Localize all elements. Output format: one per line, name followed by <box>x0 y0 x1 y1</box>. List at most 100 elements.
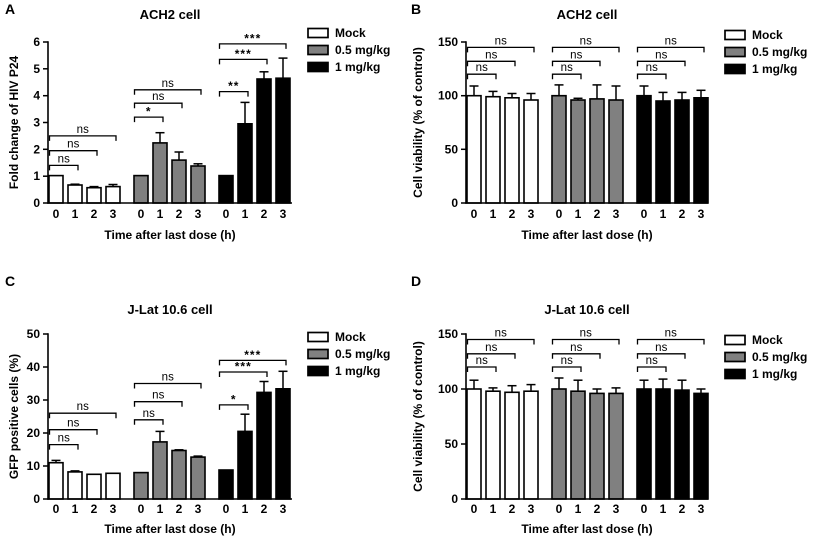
bar <box>48 461 64 500</box>
legend-swatch <box>307 61 329 73</box>
bar <box>67 184 83 204</box>
sig-label: ns <box>655 342 667 354</box>
bar <box>693 392 709 500</box>
x-axis-title: Time after last dose (h) <box>521 522 652 536</box>
sig-label: *** <box>244 348 261 362</box>
bar <box>551 388 567 500</box>
sig-label: ns <box>67 139 79 151</box>
sig-bracket <box>636 338 705 345</box>
x-tick-label: 1 <box>157 502 164 516</box>
legend-swatch <box>307 365 329 377</box>
x-axis-title: Time after last dose (h) <box>521 228 652 242</box>
x-tick-label: 1 <box>72 502 79 516</box>
y-tick-label: 0 <box>451 196 458 210</box>
y-tick-label: 100 <box>438 89 458 103</box>
sig-bracket <box>48 412 117 419</box>
sig-label: ns <box>162 78 174 90</box>
legend-swatch <box>307 331 329 343</box>
bar <box>190 165 206 204</box>
y-axis-title: Cell viability (% of control) <box>411 47 425 198</box>
x-tick-label: 1 <box>242 207 249 221</box>
y-axis-title: Cell viability (% of control) <box>411 341 425 492</box>
bar <box>636 388 652 500</box>
panel-d-chart: 0 1 2 3 0 1 2 3 0 1 2 3nsnsnsnsnsnsnsnsns050100150J… <box>411 302 807 536</box>
chart-title: J-Lat 10.6 cell <box>127 302 212 317</box>
sig-label: *** <box>244 31 261 45</box>
sig-label: ns <box>646 62 658 74</box>
x-tick-label: 3 <box>195 502 202 516</box>
legend-label: 0.5 mg/kg <box>752 45 807 59</box>
bar <box>218 469 234 500</box>
x-tick-label: 3 <box>613 502 620 516</box>
x-tick-label: 1 <box>157 207 164 221</box>
bar <box>523 390 539 500</box>
bar <box>551 94 567 204</box>
y-tick-label: 5 <box>33 62 40 76</box>
sig-label: ns <box>77 124 89 136</box>
sig-label: ns <box>495 328 507 340</box>
x-tick-label: 0 <box>641 502 648 516</box>
panel-c-chart: 0 1 2 3 0 1 2 3 0 1 2 3nsnsnsnsnsns*******010203040… <box>7 302 390 536</box>
y-tick-label: 50 <box>27 327 41 341</box>
x-tick-label: 2 <box>176 207 183 221</box>
bar <box>608 392 624 500</box>
sig-bracket <box>133 102 183 109</box>
sig-bracket <box>218 58 268 65</box>
legend-swatch <box>724 46 746 58</box>
x-tick-label: 1 <box>575 502 582 516</box>
panel-c: C 0 1 2 3 0 1 2 3 0 1 2 3 ns ns ns ns ns ns * *** *** 0 10 20 30… <box>0 272 407 544</box>
sig-bracket <box>218 43 287 49</box>
y-tick-label: 10 <box>27 459 41 473</box>
sig-label: ns <box>570 49 582 61</box>
y-tick-label: 2 <box>33 142 40 156</box>
sig-label: ns <box>561 62 573 74</box>
panel-b: B 0 1 2 3 0 1 2 3 0 1 2 3 ns ns ns ns ns ns ns ns ns 0 50 100 15… <box>406 0 813 272</box>
y-axis-title: GFP positive cells (%) <box>7 354 21 479</box>
chart-title: ACH2 cell <box>140 7 201 22</box>
y-tick-label: 100 <box>438 382 458 396</box>
y-tick-label: 0 <box>33 492 40 506</box>
y-tick-label: 150 <box>438 327 458 341</box>
sig-bracket <box>133 419 164 425</box>
sig-bracket <box>466 353 516 359</box>
x-tick-label: 2 <box>594 207 601 221</box>
bar <box>589 98 605 204</box>
sig-bracket <box>551 73 582 80</box>
bar <box>237 430 253 500</box>
sig-bracket <box>551 60 601 67</box>
sig-label: ns <box>77 401 89 413</box>
panel-a: A 0 1 2 3 0 1 2 3 0 1 2 3 ns ns ns * ns ns ** *** *** 0 1 2 3 4 5 6… <box>0 0 407 272</box>
x-tick-label: 2 <box>509 207 516 221</box>
sig-label: ns <box>665 35 677 47</box>
x-tick-label: 1 <box>575 207 582 221</box>
sig-label: ns <box>665 328 677 340</box>
panel-a-letter: A <box>5 1 16 17</box>
bar <box>275 388 291 500</box>
sig-label: ns <box>58 153 70 165</box>
x-tick-label: 0 <box>641 207 648 221</box>
y-tick-label: 150 <box>438 35 458 49</box>
sig-bracket <box>466 46 535 53</box>
bar <box>636 94 652 204</box>
y-tick-label: 20 <box>27 426 41 440</box>
bar <box>655 100 671 204</box>
legend-label: 0.5 mg/kg <box>752 350 807 364</box>
bar <box>504 391 520 500</box>
y-tick-label: 50 <box>445 437 459 451</box>
sig-bracket <box>218 359 287 366</box>
bar <box>67 471 83 500</box>
x-tick-label: 3 <box>110 502 117 516</box>
legend-label: Mock <box>335 330 366 344</box>
legend-label: Mock <box>752 28 783 42</box>
sig-label: * <box>231 392 237 406</box>
sig-bracket <box>133 89 202 95</box>
bar <box>152 441 168 500</box>
y-tick-label: 40 <box>27 360 41 374</box>
bar <box>275 77 291 204</box>
x-tick-label: 1 <box>72 207 79 221</box>
sig-label: ns <box>476 62 488 74</box>
sig-label: *** <box>235 359 252 373</box>
sig-bracket <box>466 338 535 345</box>
x-tick-label: 3 <box>110 207 117 221</box>
